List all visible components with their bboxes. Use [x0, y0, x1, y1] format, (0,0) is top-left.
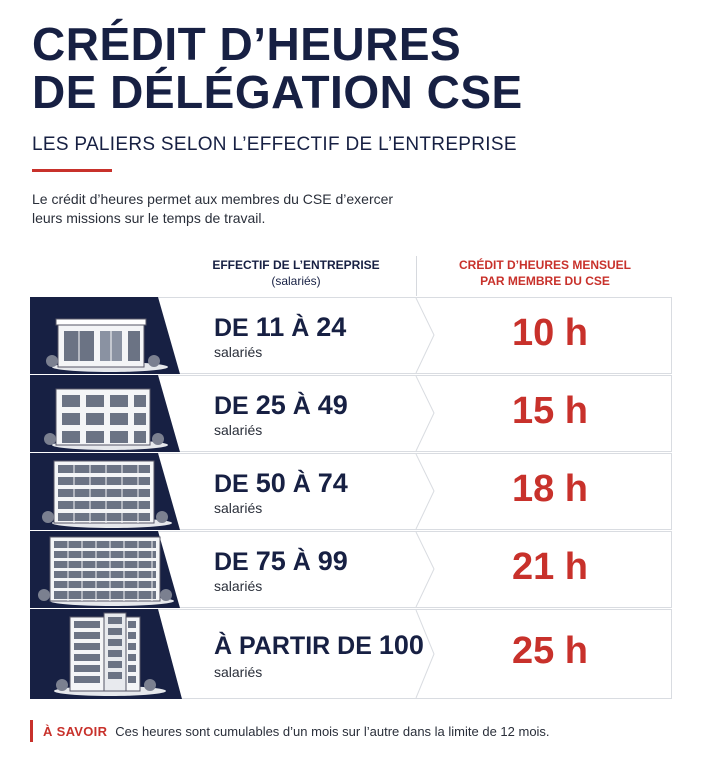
column-header-workforce-title: EFFECTIF DE L’ENTREPRISE: [212, 258, 380, 272]
tier-unit: salariés: [214, 664, 263, 680]
column-header-hours-line-1: CRÉDIT D’HEURES MENSUEL: [458, 258, 631, 272]
tier-range-prefix: À PARTIR DE: [214, 632, 372, 660]
tier-row: À PARTIR DE 100 salariés 25 h: [30, 609, 672, 699]
chevron-right-icon: [415, 532, 435, 607]
tier-range: DE 11 À 24: [214, 312, 346, 343]
office-building-large-icon: [30, 453, 198, 530]
column-header-workforce: EFFECTIF DE L’ENTREPRISE (salariés): [180, 257, 412, 289]
tier-unit: salariés: [214, 422, 263, 438]
tier-range-prefix: DE: [214, 548, 249, 576]
tier-range-min: 75: [255, 546, 286, 576]
note-label: À SAVOIR: [43, 723, 108, 739]
tier-unit: salariés: [214, 500, 263, 516]
column-divider: [416, 256, 417, 296]
tier-row: DE 75 À 99 salariés 21 h: [30, 531, 672, 608]
tier-range-connector: À: [292, 470, 311, 498]
column-header-hours-line-2: PAR MEMBRE DU CSE: [480, 274, 610, 288]
tier-hours: 10 h: [511, 312, 589, 354]
tier-row: DE 25 À 49 salariés 15 h: [30, 375, 672, 452]
page-subtitle: LES PALIERS SELON L’EFFECTIF DE L’ENTREP…: [32, 134, 517, 155]
tier-range-min: 50: [255, 468, 286, 498]
tier-range: À PARTIR DE 100: [214, 630, 424, 661]
tier-range-max: 99: [317, 546, 348, 576]
chevron-right-icon: [415, 298, 435, 373]
tier-row: DE 50 À 74 salariés 18 h: [30, 453, 672, 530]
tier-range-max: 49: [317, 390, 348, 420]
tier-hours: 21 h: [511, 546, 589, 588]
tier-range-min: 100: [378, 630, 424, 660]
accent-divider: [32, 169, 112, 172]
office-building-small-icon: [30, 297, 198, 374]
tier-range-max: 74: [317, 468, 348, 498]
tier-range-min: 11: [255, 312, 285, 342]
tier-range-prefix: DE: [214, 314, 249, 342]
intro-line-2: leurs missions sur le temps de travail.: [32, 210, 266, 226]
title-line-1: CRÉDIT D’HEURES: [32, 18, 462, 70]
tier-range-connector: À: [292, 392, 311, 420]
tier-range-connector: À: [291, 314, 310, 342]
tier-hours: 15 h: [511, 390, 589, 432]
tier-range: DE 75 À 99: [214, 546, 348, 577]
column-header-hours: CRÉDIT D’HEURES MENSUEL PAR MEMBRE DU CS…: [420, 257, 670, 289]
note-text: Ces heures sont cumulables d’un mois sur…: [115, 723, 550, 739]
title-line-2: DE DÉLÉGATION CSE: [32, 66, 523, 118]
tier-hours: 25 h: [511, 630, 589, 672]
chevron-right-icon: [415, 454, 435, 529]
tier-range-max: 24: [316, 312, 347, 342]
office-building-medium-icon: [30, 375, 198, 452]
chevron-right-icon: [415, 376, 435, 451]
tier-range-connector: À: [292, 548, 311, 576]
page-title: CRÉDIT D’HEURES DE DÉLÉGATION CSE: [32, 20, 523, 116]
office-building-wide-icon: [30, 531, 198, 608]
tier-range-prefix: DE: [214, 470, 249, 498]
intro-text: Le crédit d’heures permet aux membres du…: [32, 190, 472, 228]
intro-line-1: Le crédit d’heures permet aux membres du…: [32, 191, 394, 207]
tier-range: DE 50 À 74: [214, 468, 348, 499]
tier-row: DE 11 À 24 salariés 10 h: [30, 297, 672, 374]
tier-unit: salariés: [214, 578, 263, 594]
column-header-workforce-sub: (salariés): [271, 274, 321, 288]
info-note: À SAVOIR Ces heures sont cumulables d’un…: [30, 719, 550, 743]
note-accent-bar: [30, 720, 33, 742]
office-tower-icon: [30, 609, 198, 699]
tier-table: DE 11 À 24 salariés 10 h: [30, 297, 672, 700]
chevron-right-icon: [415, 610, 435, 698]
tier-unit: salariés: [214, 344, 263, 360]
tier-range-prefix: DE: [214, 392, 249, 420]
tier-hours: 18 h: [511, 468, 589, 510]
tier-range-min: 25: [255, 390, 286, 420]
tier-range: DE 25 À 49: [214, 390, 348, 421]
